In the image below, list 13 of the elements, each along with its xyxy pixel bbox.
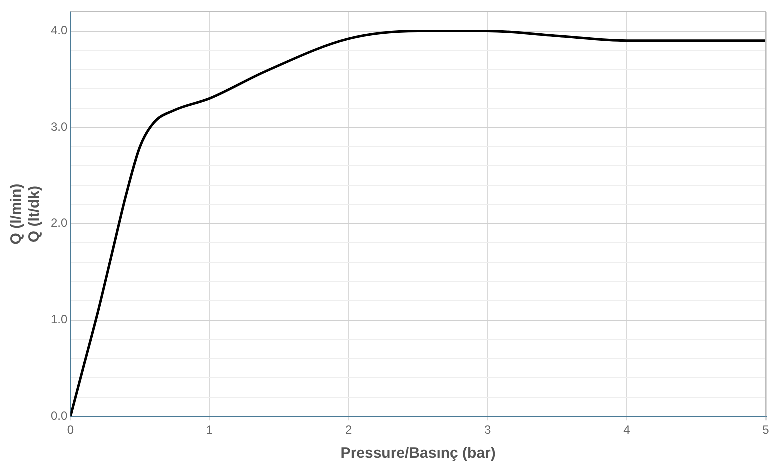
y-tick-label: 1.0 — [50, 312, 68, 327]
y-tick-label: 4.0 — [50, 24, 68, 38]
y-tick-label: 2.0 — [50, 216, 68, 230]
x-tick-label: 1 — [206, 423, 214, 438]
x-axis-title: Pressure/Basınç (bar) — [340, 445, 496, 462]
x-tick-label: 3 — [484, 423, 492, 438]
y-tick-label: 3.0 — [50, 120, 68, 134]
x-tick-label: 5 — [762, 423, 770, 438]
y-axis-title: Q (l/min) Q (lt/dk) — [8, 184, 44, 245]
x-tick-label: 2 — [345, 423, 352, 438]
y-tick-label: 0.0 — [50, 408, 68, 423]
x-tick-label: 0 — [67, 423, 74, 438]
x-tick-label: 4 — [624, 423, 631, 438]
